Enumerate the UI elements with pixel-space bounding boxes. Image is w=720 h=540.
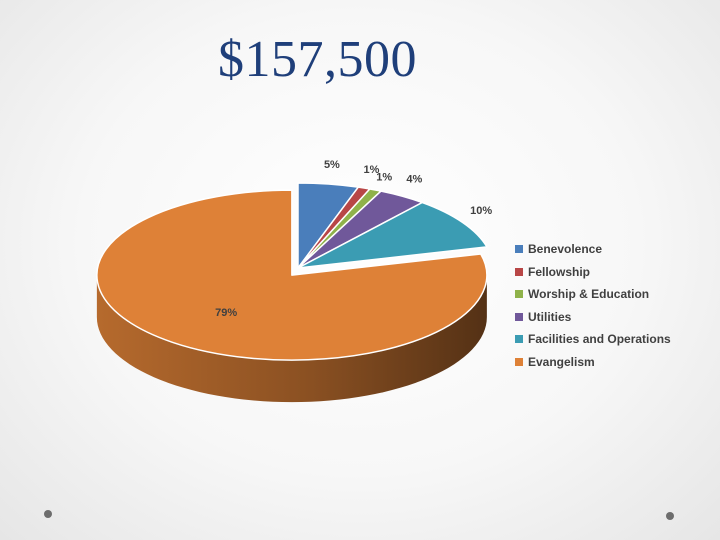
legend-label: Fellowship <box>528 264 591 279</box>
legend-swatch <box>515 312 523 321</box>
legend-swatch <box>515 357 523 366</box>
legend-item-worship-education: Worship & Education <box>515 283 671 306</box>
pie-slice-evangelism <box>96 189 488 361</box>
legend-swatch <box>515 267 523 276</box>
legend-swatch <box>515 290 523 299</box>
legend-label: Evangelism <box>528 354 595 369</box>
legend-label: Facilities and Operations <box>528 332 671 347</box>
slide-title: $157,500 <box>218 31 417 88</box>
data-label-evangelism: 79% <box>215 307 237 319</box>
legend-swatch <box>515 245 523 254</box>
legend-label: Worship & Education <box>528 287 650 302</box>
legend-label: Benevolence <box>528 242 603 257</box>
data-label-facilities-and-operations: 10% <box>470 205 492 217</box>
legend-item-fellowship: Fellowship <box>515 261 671 284</box>
legend-swatch <box>515 335 523 344</box>
data-label-benevolence: 5% <box>324 159 340 171</box>
data-label-utilities: 4% <box>406 174 422 186</box>
bullet-dot-left <box>44 510 52 518</box>
chart-legend: Benevolence Fellowship Worship & Education… <box>515 238 671 373</box>
legend-item-facilities-and-operations: Facilities and Operations <box>515 328 671 351</box>
data-label-worship-education: 1% <box>376 171 392 183</box>
legend-item-utilities: Utilities <box>515 306 671 329</box>
legend-label: Utilities <box>528 309 572 324</box>
legend-item-evangelism: Evangelism <box>515 351 671 374</box>
data-label-fellowship: 1% <box>364 164 380 176</box>
legend-item-benevolence: Benevolence <box>515 238 671 261</box>
pie-slice-facilities-and-operations <box>297 201 488 269</box>
bullet-dot-right <box>666 512 674 520</box>
pie-side-evangelism <box>96 275 487 403</box>
